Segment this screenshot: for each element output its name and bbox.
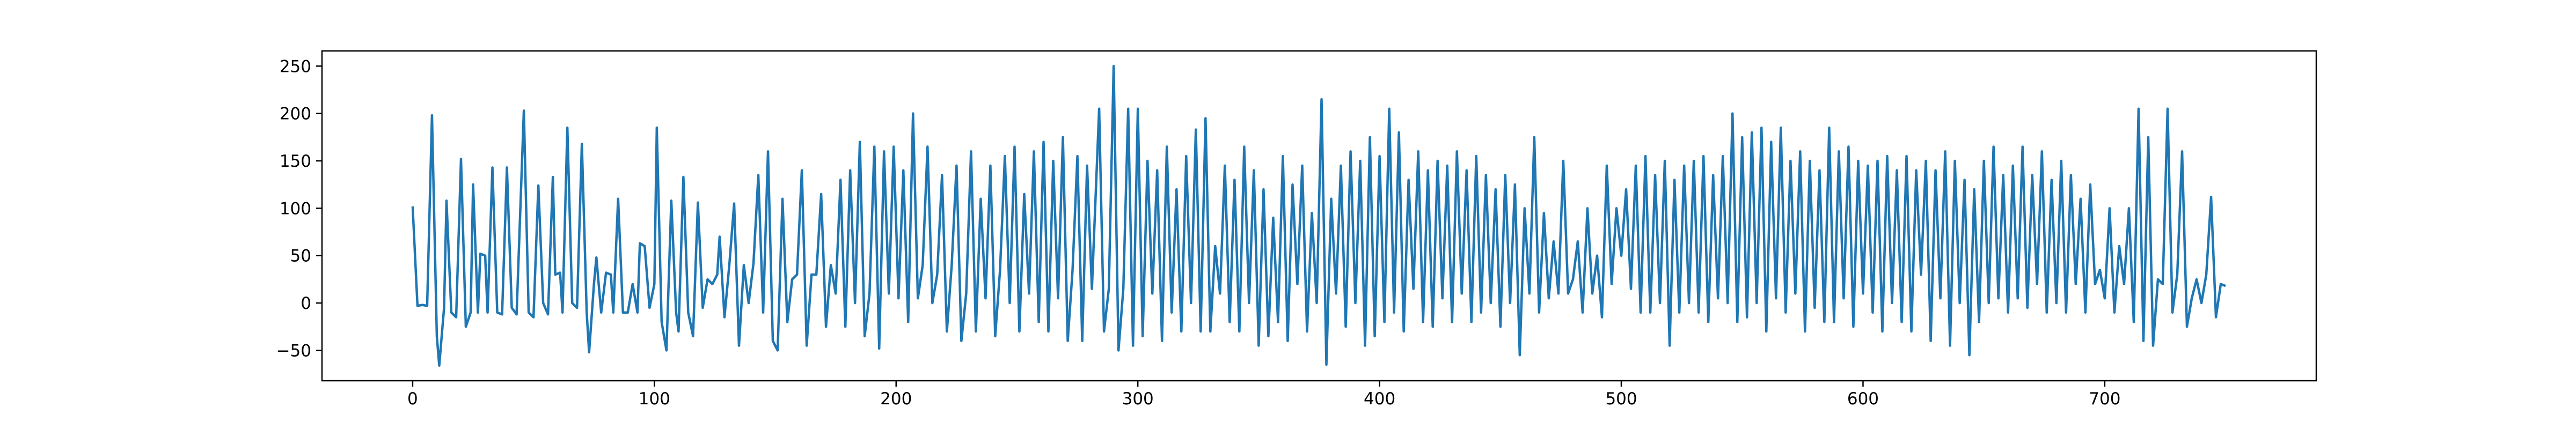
x-tick-label: 200: [880, 389, 912, 409]
plot-frame: [321, 50, 2317, 382]
y-tick-label: 200: [280, 105, 311, 124]
y-tick-label: 100: [280, 199, 311, 218]
data-line: [411, 65, 2226, 367]
y-tick-label: 250: [280, 57, 311, 76]
x-tick-label: 100: [639, 389, 670, 409]
x-tick-label: 700: [2089, 389, 2120, 409]
y-tick-label: 50: [290, 247, 311, 266]
y-tick-label: −50: [276, 341, 311, 360]
x-tick-label: 0: [407, 389, 418, 409]
y-tick-label: 150: [280, 152, 311, 171]
y-tick-label: 0: [301, 294, 311, 313]
x-tick-label: 300: [1122, 389, 1154, 409]
x-tick-label: 600: [1847, 389, 1879, 409]
x-tick-label: 400: [1364, 389, 1395, 409]
x-tick-label: 500: [1605, 389, 1637, 409]
